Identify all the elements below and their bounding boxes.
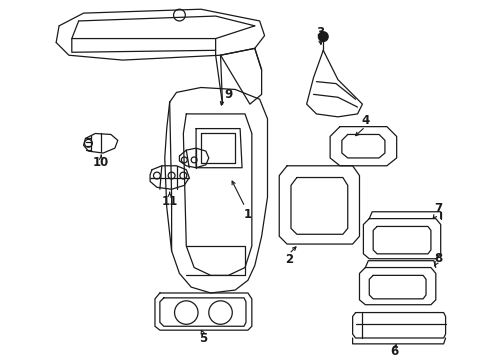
Text: 1: 1 [244,208,252,221]
Text: 3: 3 [316,26,324,39]
Text: 4: 4 [361,114,369,127]
Text: 10: 10 [93,156,109,169]
Text: 2: 2 [285,253,293,266]
Text: 6: 6 [391,345,399,358]
Text: 8: 8 [435,252,443,265]
Text: 9: 9 [224,88,232,101]
Text: 7: 7 [435,202,443,215]
Circle shape [318,32,328,41]
Text: 5: 5 [199,333,207,346]
Text: 11: 11 [162,194,178,207]
